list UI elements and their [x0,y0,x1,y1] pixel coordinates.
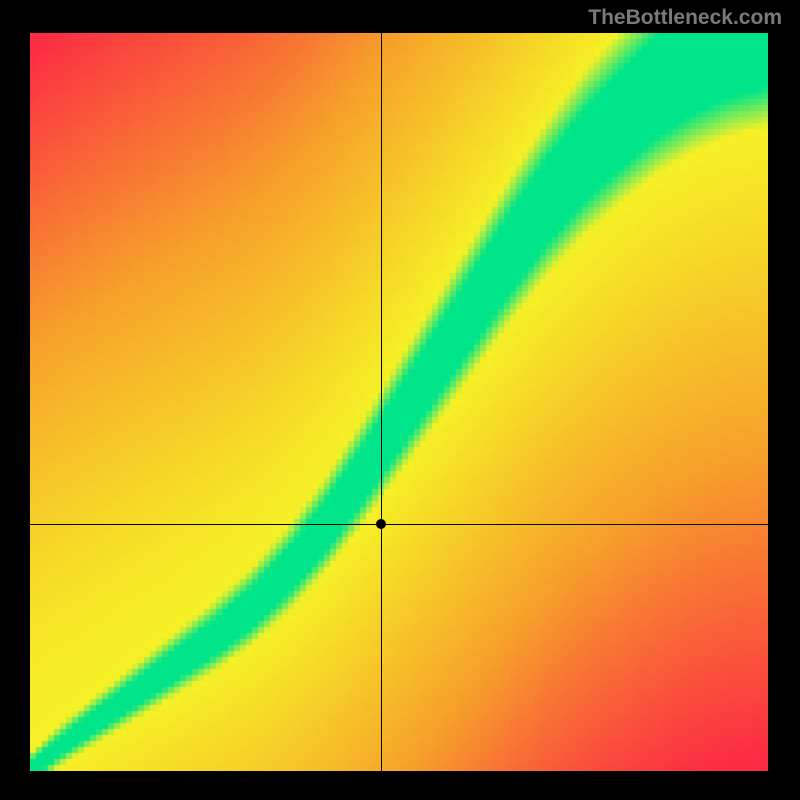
watermark-text: TheBottleneck.com [588,6,782,30]
plot-area [30,33,768,771]
heatmap-canvas [30,33,768,771]
chart-container: TheBottleneck.com [0,0,800,800]
